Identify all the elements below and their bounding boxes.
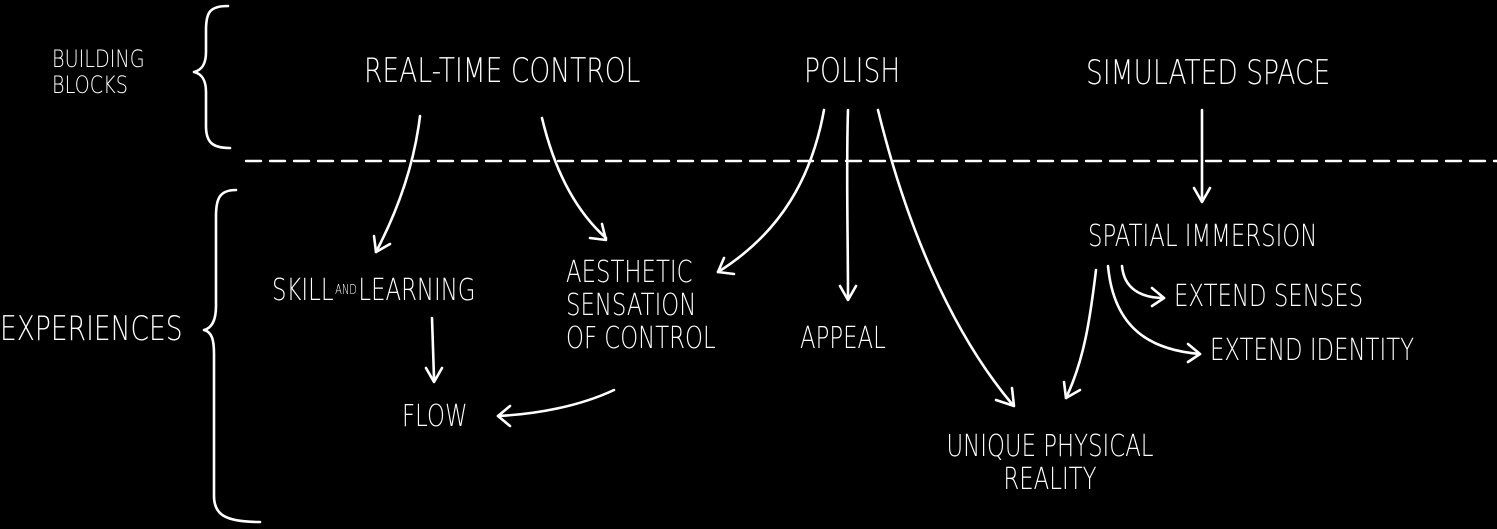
label-experiences: EXPERIENCES — [0, 309, 183, 349]
node-appeal: APPEAL — [800, 321, 886, 356]
arrow-immersion-to-identity — [1106, 264, 1202, 356]
label-of-control: OF CONTROL — [566, 321, 716, 356]
label-aesthetic: AESTHETIC — [566, 255, 693, 290]
label-unique-physical: UNIQUE PHYSICAL — [946, 429, 1154, 464]
node-extend-identity: EXTEND IDENTITY — [1210, 333, 1415, 368]
node-skill-and-learning: SKILL ANDLEARNING — [272, 276, 475, 306]
building-blocks-brace — [192, 4, 232, 150]
arrow-skill-to-flow — [430, 316, 436, 380]
label-reality: REALITY — [1003, 462, 1097, 497]
arrow-polish-to-unique — [876, 108, 1014, 406]
arrowhead-immersion-to-identity — [1186, 342, 1202, 364]
arrow-rtc-to-aesthetic — [540, 116, 608, 240]
label-skill: SKILL — [272, 273, 334, 308]
arrowhead-polish-to-appeal — [838, 284, 858, 302]
label-sensation: SENSATION — [566, 288, 697, 323]
arrowhead-immersion-to-senses — [1150, 286, 1166, 308]
label-learning: LEARNING — [358, 273, 476, 308]
arrow-immersion-to-senses — [1120, 264, 1166, 300]
arrowhead-polish-to-aesthetic — [716, 256, 736, 276]
arrow-polish-to-aesthetic — [716, 108, 826, 274]
arrowhead-polish-to-unique — [994, 386, 1016, 408]
node-simulated-space: SIMULATED SPACE — [1086, 53, 1331, 93]
arrowhead-immersion-to-unique — [1062, 380, 1082, 400]
arrow-aesthetic-to-flow — [496, 388, 616, 418]
node-spatial-immersion: SPATIAL IMMERSION — [1088, 219, 1318, 254]
arrowhead-rtc-to-aesthetic — [588, 222, 608, 242]
experiences-brace — [202, 188, 262, 524]
arrow-immersion-to-unique — [1064, 268, 1098, 400]
node-flow: FLOW — [402, 399, 468, 434]
node-aesthetic-sensation-of-control: AESTHETIC SENSATION OF CONTROL — [566, 256, 716, 355]
arrowhead-aesthetic-to-flow — [496, 404, 512, 428]
label-building: BUILDING — [52, 45, 145, 73]
arrow-polish-to-appeal — [845, 108, 850, 300]
label-building-blocks: BUILDING BLOCKS — [52, 46, 145, 99]
arrowhead-rtc-to-skill — [372, 234, 392, 254]
node-unique-physical-reality: UNIQUE PHYSICAL REALITY — [936, 430, 1164, 496]
label-and: AND — [335, 283, 357, 298]
node-polish: POLISH — [804, 51, 901, 91]
node-real-time-control: REAL-TIME CONTROL — [364, 51, 641, 91]
arrowhead-skill-to-flow — [424, 366, 444, 384]
node-extend-senses: EXTEND SENSES — [1174, 279, 1364, 314]
arrowhead-space-to-immersion — [1192, 186, 1212, 204]
arrow-rtc-to-skill — [374, 114, 422, 254]
label-blocks: BLOCKS — [52, 71, 128, 100]
